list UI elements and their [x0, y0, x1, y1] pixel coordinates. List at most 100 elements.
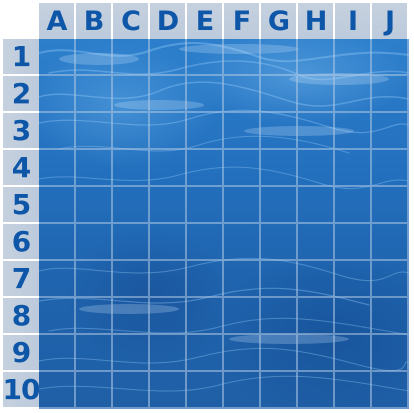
- grid-cell-c6[interactable]: [113, 224, 150, 261]
- grid-cell-f7[interactable]: [224, 261, 261, 298]
- grid-cell-c7[interactable]: [113, 261, 150, 298]
- grid-cell-e9[interactable]: [187, 335, 224, 372]
- grid-cell-h2[interactable]: [298, 76, 335, 113]
- grid-cell-c1[interactable]: [113, 39, 150, 76]
- grid-cell-h6[interactable]: [298, 224, 335, 261]
- grid-cell-d4[interactable]: [150, 150, 187, 187]
- grid-cell-a10[interactable]: [39, 372, 76, 409]
- grid-cell-j6[interactable]: [372, 224, 409, 261]
- grid-cell-c3[interactable]: [113, 113, 150, 150]
- grid-cell-g5[interactable]: [261, 187, 298, 224]
- grid-cell-h8[interactable]: [298, 298, 335, 335]
- grid-cell-i7[interactable]: [335, 261, 372, 298]
- grid-cell-i2[interactable]: [335, 76, 372, 113]
- grid-cell-e7[interactable]: [187, 261, 224, 298]
- grid-cell-j8[interactable]: [372, 298, 409, 335]
- grid-cell-e10[interactable]: [187, 372, 224, 409]
- grid-cell-a2[interactable]: [39, 76, 76, 113]
- grid-cell-j5[interactable]: [372, 187, 409, 224]
- grid-cell-g8[interactable]: [261, 298, 298, 335]
- grid-cell-f10[interactable]: [224, 372, 261, 409]
- grid-cell-b10[interactable]: [76, 372, 113, 409]
- grid-cell-g10[interactable]: [261, 372, 298, 409]
- grid-cell-d1[interactable]: [150, 39, 187, 76]
- grid-cell-h10[interactable]: [298, 372, 335, 409]
- grid-cell-c5[interactable]: [113, 187, 150, 224]
- grid-cell-h1[interactable]: [298, 39, 335, 76]
- grid-cell-f5[interactable]: [224, 187, 261, 224]
- grid-cell-a7[interactable]: [39, 261, 76, 298]
- grid-cell-f2[interactable]: [224, 76, 261, 113]
- grid-cell-f1[interactable]: [224, 39, 261, 76]
- grid-cell-h4[interactable]: [298, 150, 335, 187]
- grid-cell-d8[interactable]: [150, 298, 187, 335]
- grid-cell-b4[interactable]: [76, 150, 113, 187]
- grid-cell-a3[interactable]: [39, 113, 76, 150]
- grid-cell-e5[interactable]: [187, 187, 224, 224]
- grid-cell-j9[interactable]: [372, 335, 409, 372]
- grid-cell-a8[interactable]: [39, 298, 76, 335]
- grid-cell-f8[interactable]: [224, 298, 261, 335]
- grid-cell-c9[interactable]: [113, 335, 150, 372]
- grid-cell-e3[interactable]: [187, 113, 224, 150]
- grid-cell-a1[interactable]: [39, 39, 76, 76]
- grid-cell-h9[interactable]: [298, 335, 335, 372]
- grid-cell-a6[interactable]: [39, 224, 76, 261]
- grid-cell-i1[interactable]: [335, 39, 372, 76]
- grid-cell-e4[interactable]: [187, 150, 224, 187]
- grid-cell-d2[interactable]: [150, 76, 187, 113]
- grid-cell-b3[interactable]: [76, 113, 113, 150]
- grid-cell-d10[interactable]: [150, 372, 187, 409]
- grid-cell-b9[interactable]: [76, 335, 113, 372]
- grid-cell-h3[interactable]: [298, 113, 335, 150]
- grid-cell-i3[interactable]: [335, 113, 372, 150]
- grid-cell-b5[interactable]: [76, 187, 113, 224]
- grid-cell-h5[interactable]: [298, 187, 335, 224]
- grid-cell-i6[interactable]: [335, 224, 372, 261]
- grid-cell-d5[interactable]: [150, 187, 187, 224]
- grid-cell-j1[interactable]: [372, 39, 409, 76]
- grid-cell-f4[interactable]: [224, 150, 261, 187]
- grid-cell-g1[interactable]: [261, 39, 298, 76]
- grid-cell-e8[interactable]: [187, 298, 224, 335]
- grid-cell-d3[interactable]: [150, 113, 187, 150]
- grid-cell-h7[interactable]: [298, 261, 335, 298]
- grid-cell-g9[interactable]: [261, 335, 298, 372]
- grid-cell-f6[interactable]: [224, 224, 261, 261]
- grid-cell-d7[interactable]: [150, 261, 187, 298]
- grid-cell-g4[interactable]: [261, 150, 298, 187]
- grid-cell-d9[interactable]: [150, 335, 187, 372]
- grid-cell-j3[interactable]: [372, 113, 409, 150]
- grid-cell-b1[interactable]: [76, 39, 113, 76]
- grid-cell-c4[interactable]: [113, 150, 150, 187]
- grid-cell-b2[interactable]: [76, 76, 113, 113]
- grid-cell-g6[interactable]: [261, 224, 298, 261]
- grid-cell-c8[interactable]: [113, 298, 150, 335]
- grid-cell-i10[interactable]: [335, 372, 372, 409]
- grid-cell-a9[interactable]: [39, 335, 76, 372]
- grid-cell-f3[interactable]: [224, 113, 261, 150]
- grid-cell-i5[interactable]: [335, 187, 372, 224]
- grid-cell-j7[interactable]: [372, 261, 409, 298]
- grid-cell-e6[interactable]: [187, 224, 224, 261]
- grid-cell-i4[interactable]: [335, 150, 372, 187]
- grid-cell-j10[interactable]: [372, 372, 409, 409]
- grid-cell-g2[interactable]: [261, 76, 298, 113]
- grid-cell-d6[interactable]: [150, 224, 187, 261]
- grid-cell-j4[interactable]: [372, 150, 409, 187]
- grid-cell-b8[interactable]: [76, 298, 113, 335]
- grid-cell-j2[interactable]: [372, 76, 409, 113]
- grid-cell-f9[interactable]: [224, 335, 261, 372]
- grid-cell-a4[interactable]: [39, 150, 76, 187]
- grid-cell-c2[interactable]: [113, 76, 150, 113]
- grid-cell-a5[interactable]: [39, 187, 76, 224]
- grid-cell-e1[interactable]: [187, 39, 224, 76]
- grid-cell-b6[interactable]: [76, 224, 113, 261]
- grid-cell-g3[interactable]: [261, 113, 298, 150]
- grid-cell-i9[interactable]: [335, 335, 372, 372]
- grid-cell-c10[interactable]: [113, 372, 150, 409]
- grid-cell-e2[interactable]: [187, 76, 224, 113]
- grid-cell-b7[interactable]: [76, 261, 113, 298]
- grid-cell-i8[interactable]: [335, 298, 372, 335]
- grid-cell-g7[interactable]: [261, 261, 298, 298]
